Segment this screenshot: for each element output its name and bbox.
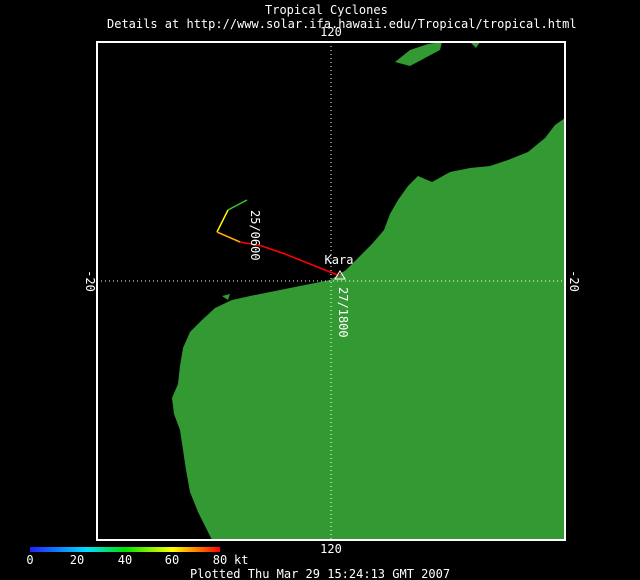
legend-tick: 80 <box>213 553 227 567</box>
legend-tick: 60 <box>165 553 179 567</box>
subtitle: Details at http://www.solar.ifa.hawaii.e… <box>107 17 577 31</box>
longitude-label-bottom: 120 <box>320 542 342 556</box>
storm-name: Kara <box>325 253 354 267</box>
time-label: 25/0600 <box>248 210 262 261</box>
legend-unit: kt <box>234 553 248 567</box>
intensity-colorbar <box>30 547 220 552</box>
latitude-label-left: -20 <box>83 270 97 292</box>
land <box>172 42 565 540</box>
legend-tick: 40 <box>118 553 132 567</box>
latitude-label-right: -20 <box>567 270 581 292</box>
legend-tick: 20 <box>70 553 84 567</box>
legend-tick: 0 <box>26 553 33 567</box>
storm-position <box>334 270 346 280</box>
footer: Plotted Thu Mar 29 15:24:13 GMT 2007 <box>190 567 450 580</box>
title: Tropical Cyclones <box>265 3 388 17</box>
time-label: 27/1800 <box>336 287 350 338</box>
storm-track <box>216 199 341 277</box>
longitude-label-top: 120 <box>320 25 342 39</box>
